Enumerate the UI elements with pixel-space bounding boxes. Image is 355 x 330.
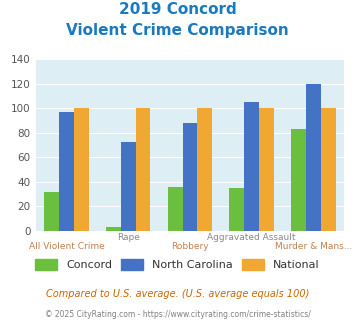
Bar (291, 129, 306, 231)
Legend: Concord, North Carolina, National: Concord, North Carolina, National (35, 259, 320, 270)
Text: © 2025 CityRating.com - https://www.cityrating.com/crime-statistics/: © 2025 CityRating.com - https://www.city… (45, 310, 310, 319)
Text: Violent Crime Comparison: Violent Crime Comparison (66, 23, 289, 38)
Text: All Violent Crime: All Violent Crime (28, 242, 104, 250)
Bar (321, 109, 336, 231)
Text: Murder & Mans...: Murder & Mans... (275, 242, 352, 250)
Bar (306, 84, 321, 231)
Bar (121, 142, 136, 231)
Bar (106, 227, 121, 231)
Bar (59, 112, 74, 231)
Text: Aggravated Assault: Aggravated Assault (207, 233, 296, 242)
Bar (44, 192, 59, 231)
Text: Robbery: Robbery (171, 242, 209, 250)
Bar (168, 187, 182, 231)
Bar (259, 109, 274, 231)
Bar (244, 102, 259, 231)
Bar (182, 123, 197, 231)
Text: Compared to U.S. average. (U.S. average equals 100): Compared to U.S. average. (U.S. average … (46, 289, 309, 299)
Bar (197, 109, 212, 231)
Text: 2019 Concord: 2019 Concord (119, 2, 236, 16)
Text: Rape: Rape (117, 233, 140, 242)
Bar (136, 109, 151, 231)
Bar (74, 109, 89, 231)
Bar (229, 188, 244, 231)
